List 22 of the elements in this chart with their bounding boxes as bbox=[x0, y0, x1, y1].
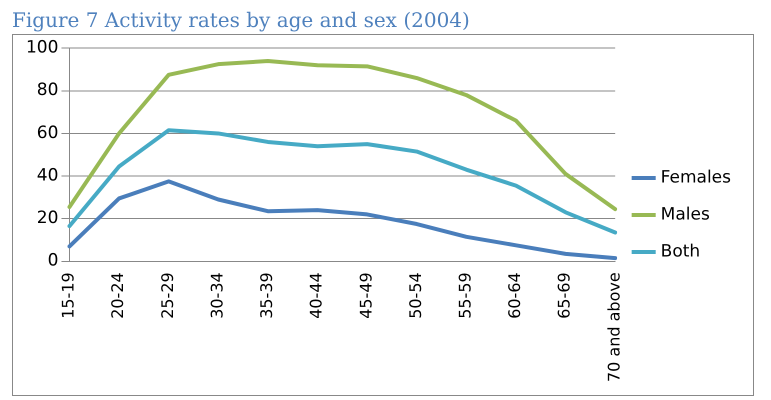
legend-label: Males bbox=[660, 204, 710, 224]
legend-label: Both bbox=[660, 241, 700, 262]
y-tick-label: 80 bbox=[36, 80, 58, 100]
y-tick-label: 20 bbox=[36, 208, 58, 228]
chart-title: Figure 7 Activity rates by age and sex (2004) bbox=[12, 8, 471, 32]
x-tick-label: 15-19 bbox=[58, 272, 78, 319]
x-tick-label: 25-29 bbox=[158, 272, 177, 319]
x-tick-label: 45-49 bbox=[356, 272, 376, 319]
x-tick-label: 65-69 bbox=[554, 272, 574, 319]
x-tick-label: 40-44 bbox=[306, 272, 326, 319]
x-tick-label: 35-39 bbox=[257, 272, 276, 319]
y-tick-label: 100 bbox=[26, 38, 58, 58]
x-tick-label: 20-24 bbox=[108, 272, 128, 319]
y-tick-label: 60 bbox=[36, 122, 58, 143]
x-tick-label: 70 and above bbox=[604, 272, 624, 382]
y-tick-label: 0 bbox=[48, 250, 58, 271]
y-tick-label: 40 bbox=[36, 165, 58, 186]
x-tick-label: 30-34 bbox=[207, 272, 226, 319]
x-tick-label: 55-59 bbox=[455, 272, 474, 319]
legend-label: Females bbox=[660, 167, 732, 188]
x-tick-label: 60-64 bbox=[505, 272, 524, 319]
x-tick-label: 50-54 bbox=[406, 272, 425, 319]
